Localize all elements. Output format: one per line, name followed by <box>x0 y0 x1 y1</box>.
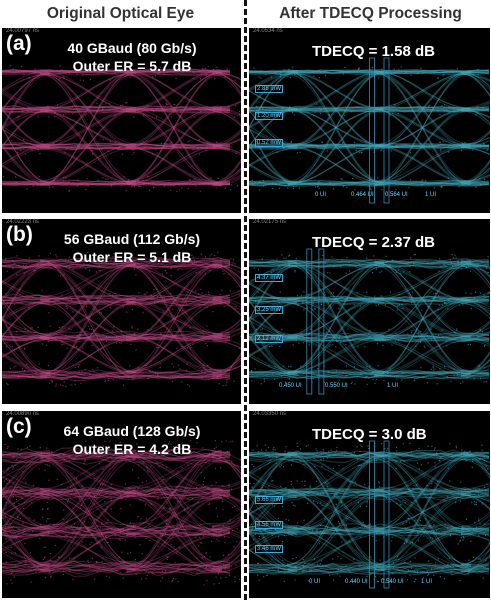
ui-label: 0.440 UI <box>345 579 368 585</box>
extinction-ratio-label: Outer ER = 5.1 dB <box>72 249 192 265</box>
column-divider <box>244 0 247 600</box>
timestamp-label: 24.03350 ns <box>253 411 287 417</box>
baud-rate-label: 56 GBaud (112 Gb/s) <box>63 231 201 247</box>
ui-label: 0 UI <box>309 579 321 585</box>
tdecq-processing-heading: After TDECQ Processing <box>279 5 462 22</box>
eye-panel-original-b: 24.02223 ns (b) 56 GBaud (112 Gb/s) Oute… <box>2 219 241 404</box>
ui-label: 0.564 UI <box>385 192 408 198</box>
eye-panel-original-c: 24.00890 ns (c) 64 GBaud (128 Gb/s) Oute… <box>2 411 241 598</box>
timestamp-label: 24.00797 ns <box>6 28 40 34</box>
level-marker: 4.56 mW <box>255 521 284 529</box>
ui-label: 0.464 UI <box>351 192 374 198</box>
level-marker: 3.46 mW <box>255 545 284 553</box>
level-marker: 0.52 mW <box>255 139 284 147</box>
eye-panel-processed-c: 24.03350 ns TDECQ = 3.0 dB 5.66 mW 4.56 … <box>249 411 490 598</box>
level-marker: 3.25 mW <box>255 306 284 314</box>
level-marker: 2.88 mW <box>255 85 284 93</box>
row-tag: (b) <box>6 223 33 246</box>
ui-label: 1 UI <box>387 383 399 389</box>
level-marker: 4.37 mW <box>255 274 284 282</box>
timestamp-label: 24.0534 ns <box>253 28 283 34</box>
ui-label: 0.450 UI <box>279 383 302 389</box>
timestamp-label: 24.00890 ns <box>6 411 40 417</box>
level-marker: 5.66 mW <box>255 496 284 504</box>
eye-panel-original-a: 24.00797 ns (a) 40 GBaud (80 Gb/s) Outer… <box>2 28 241 213</box>
eye-diagram-original-b <box>2 251 241 387</box>
original-eye-heading: Original Optical Eye <box>46 5 195 22</box>
eye-panel-processed-b: 24.02175 ns TDECQ = 2.37 dB 4.37 mW 3.25… <box>249 219 490 404</box>
ui-label: 0.550 UI <box>325 383 348 389</box>
ui-label: 1 UI <box>421 579 433 585</box>
row-tag: (c) <box>6 415 32 438</box>
tdecq-value: TDECQ = 1.58 dB <box>312 43 435 60</box>
row-tag: (a) <box>6 32 32 55</box>
eye-diagram-processed-a <box>249 57 490 204</box>
tdecq-value: TDECQ = 3.0 dB <box>312 426 427 443</box>
eye-panel-processed-a: 24.0534 ns TDECQ = 1.58 dB 2.88 mW 1.20 … <box>249 28 490 213</box>
timestamp-label: 24.02223 ns <box>6 219 40 225</box>
ui-label: 0.540 UI <box>381 579 404 585</box>
baud-rate-label: 40 GBaud (80 Gb/s) <box>67 40 197 56</box>
tdecq-value: TDECQ = 2.37 dB <box>312 234 435 251</box>
ui-label: 0 UI <box>315 192 327 198</box>
ui-label: 1 UI <box>425 192 437 198</box>
baud-rate-label: 64 GBaud (128 Gb/s) <box>63 423 201 439</box>
level-marker: 2.12 mW <box>255 335 284 343</box>
extinction-ratio-label: Outer ER = 5.7 dB <box>72 58 192 74</box>
eye-diagram-processed-c <box>249 440 490 589</box>
eye-diagram-processed-b <box>249 248 490 395</box>
eye-diagram-original-c <box>2 439 241 586</box>
timestamp-label: 24.02175 ns <box>253 219 287 225</box>
eye-diagram-original-a <box>2 65 241 192</box>
level-marker: 1.20 mW <box>255 112 284 120</box>
extinction-ratio-label: Outer ER = 4.2 dB <box>72 441 192 457</box>
